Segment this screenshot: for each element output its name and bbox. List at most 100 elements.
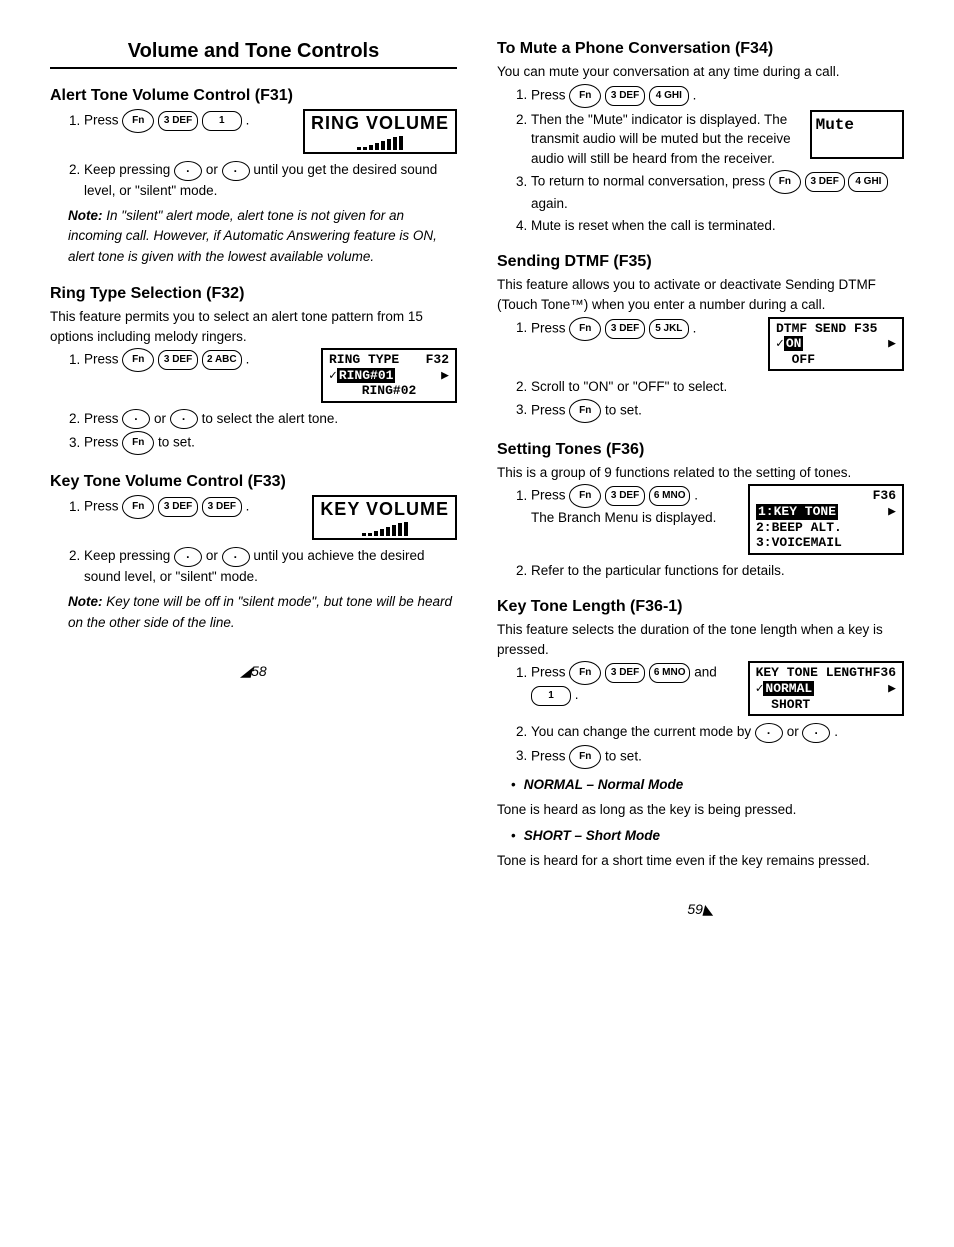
heading-f35: Sending DTMF (F35) [497,253,904,271]
heading-f34: To Mute a Phone Conversation (F34) [497,40,904,58]
text: Press [84,113,119,128]
page-number-right: 59◣ [497,901,904,918]
mode-normal: NORMAL – Normal Mode [511,775,904,795]
key-fn: Fn [122,348,154,372]
lcd-key-tone-length: KEY TONE LENGTHF36 ✓NORMAL▶ SHORT [748,661,904,716]
right-arrow-icon: ▶ [888,336,896,352]
f34-intro: You can mute your conversation at any ti… [497,62,904,82]
down-key-icon: · [802,723,830,743]
key-2: 2 ABC [202,350,242,370]
right-arrow-icon: ▶ [441,368,449,384]
key-5: 5 JKL [649,319,689,339]
lcd-mute: Mute [810,110,904,159]
f31-step1: RING VOLUME Press Fn 3 DEF 1 . [84,109,457,158]
up-key-icon: · [755,723,783,743]
f31-step2: Keep pressing · or · until you get the d… [84,160,457,200]
key-3: 3 DEF [158,497,198,517]
key-fn: Fn [569,484,601,508]
lcd-dtmf: DTMF SEND F35 ✓ON▶ OFF [768,317,904,372]
f34-step2: Mute Then the "Mute" indicator is displa… [531,110,904,169]
heading-f32: Ring Type Selection (F32) [50,285,457,303]
key-6: 6 MNO [649,663,691,683]
up-key-icon: · [174,547,202,567]
lcd-branch-menu: F36 1:KEY TONE▶ 2:BEEP ALT. 3:VOICEMAIL [748,484,904,554]
f33-note: Note: Key tone will be off in "silent mo… [68,592,457,633]
steps-f34: Press Fn 3 DEF 4 GHI . Mute Then the "Mu… [497,84,904,236]
page-number-left: ◢58 [50,663,457,680]
down-key-icon: · [170,409,198,429]
steps-f35: DTMF SEND F35 ✓ON▶ OFF Press Fn 3 DEF 5 … [497,317,904,423]
f361-step3: Press Fn to set. [531,745,904,769]
mode-short-desc: Tone is heard for a short time even if t… [497,851,904,871]
steps-f33: KEY VOLUME Press Fn 3 DEF 3 DEF . Keep p… [50,495,457,586]
f32-intro: This feature permits you to select an al… [50,307,457,346]
mode-list2: SHORT – Short Mode [497,826,904,846]
steps-f361: KEY TONE LENGTHF36 ✓NORMAL▶ SHORT Press … [497,661,904,768]
f33-step1: KEY VOLUME Press Fn 3 DEF 3 DEF . [84,495,457,544]
key-3: 3 DEF [605,86,645,106]
volume-bars-icon [357,136,403,150]
key-3: 3 DEF [605,663,645,683]
heading-f33: Key Tone Volume Control (F33) [50,473,457,491]
f34-step4: Mute is reset when the call is terminate… [531,216,904,236]
key-fn: Fn [569,399,601,423]
steps-f31: RING VOLUME Press Fn 3 DEF 1 . Keep pres… [50,109,457,200]
f36-step1: F36 1:KEY TONE▶ 2:BEEP ALT. 3:VOICEMAIL … [531,484,904,558]
f34-step1: Press Fn 3 DEF 4 GHI . [531,84,904,108]
left-column: Volume and Tone Controls Alert Tone Volu… [50,40,457,918]
f35-step2: Scroll to "ON" or "OFF" to select. [531,377,904,397]
key-fn: Fn [122,495,154,519]
right-arrow-icon: ▶ [888,504,896,520]
f31-note: Note: In "silent" alert mode, alert tone… [68,206,457,267]
up-key-icon: · [122,409,150,429]
key-3: 3 DEF [605,486,645,506]
steps-f36: F36 1:KEY TONE▶ 2:BEEP ALT. 3:VOICEMAIL … [497,484,904,580]
f35-step1: DTMF SEND F35 ✓ON▶ OFF Press Fn 3 DEF 5 … [531,317,904,376]
f32-step2: Press · or · to select the alert tone. [84,409,457,429]
f34-step3: To return to normal conversation, press … [531,170,904,214]
f35-step3: Press Fn to set. [531,399,904,423]
f33-step2: Keep pressing · or · until you achieve t… [84,546,457,586]
lcd-title: RING VOLUME [311,113,449,135]
f35-intro: This feature allows you to activate or d… [497,275,904,314]
mode-list: NORMAL – Normal Mode [497,775,904,795]
f36-step2: Refer to the particular functions for de… [531,561,904,581]
heading-f31: Alert Tone Volume Control (F31) [50,87,457,105]
key-3: 3 DEF [158,350,198,370]
key-1: 1 [202,111,242,131]
title-rule [50,67,457,69]
right-column: To Mute a Phone Conversation (F34) You c… [497,40,904,918]
key-3: 3 DEF [158,111,198,131]
up-key-icon: · [174,161,202,181]
lcd-ring-type: RING TYPEF32 ✓RING#01▶ RING#02 [321,348,457,403]
key-fn: Fn [569,317,601,341]
heading-f36: Setting Tones (F36) [497,441,904,459]
key-4: 4 GHI [649,86,689,106]
key-fn: Fn [769,170,801,194]
key-3: 3 DEF [805,172,845,192]
key-fn: Fn [569,661,601,685]
key-fn: Fn [122,431,154,455]
key-fn: Fn [569,84,601,108]
key-6: 6 MNO [649,486,691,506]
steps-f32: RING TYPEF32 ✓RING#01▶ RING#02 Press Fn … [50,348,457,455]
right-arrow-icon: ▶ [888,681,896,697]
f32-step3: Press Fn to set. [84,431,457,455]
page-spread: Volume and Tone Controls Alert Tone Volu… [50,40,904,918]
mode-normal-desc: Tone is heard as long as the key is bein… [497,800,904,820]
key-1: 1 [531,686,571,706]
down-key-icon: · [222,547,250,567]
f361-step2: You can change the current mode by · or … [531,722,904,742]
key-fn: Fn [569,745,601,769]
heading-f36-1: Key Tone Length (F36-1) [497,598,904,616]
key-fn: Fn [122,109,154,133]
f361-step1: KEY TONE LENGTHF36 ✓NORMAL▶ SHORT Press … [531,661,904,720]
f36-intro: This is a group of 9 functions related t… [497,463,904,483]
left-title: Volume and Tone Controls [50,40,457,63]
key-4: 4 GHI [848,172,888,192]
f32-step1: RING TYPEF32 ✓RING#01▶ RING#02 Press Fn … [84,348,457,407]
down-key-icon: · [222,161,250,181]
lcd-key-volume: KEY VOLUME [312,495,457,540]
key-3b: 3 DEF [202,497,242,517]
volume-bars-icon [362,522,408,536]
